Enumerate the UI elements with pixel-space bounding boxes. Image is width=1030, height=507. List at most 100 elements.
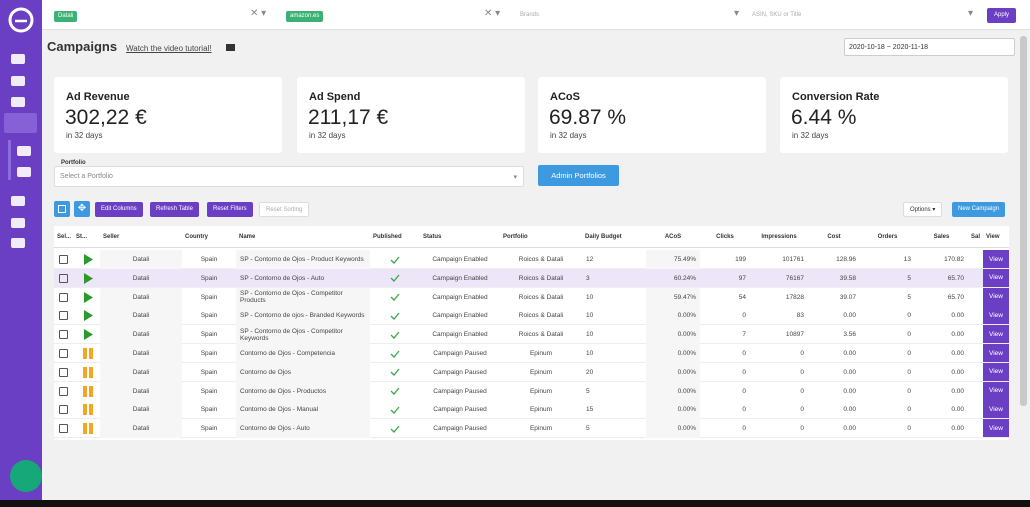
play-icon[interactable] bbox=[83, 288, 95, 307]
view-button[interactable]: View bbox=[983, 344, 1009, 362]
row-checkbox[interactable] bbox=[59, 363, 69, 382]
column-header[interactable]: Country bbox=[185, 233, 208, 240]
pause-icon[interactable] bbox=[83, 382, 95, 401]
column-header[interactable]: Orders bbox=[877, 233, 898, 240]
status-cell: Campaign Enabled bbox=[432, 274, 488, 282]
column-header[interactable]: Status bbox=[423, 233, 442, 240]
portfolio-select[interactable]: Select a Portfolio ▾ bbox=[54, 166, 524, 187]
column-header[interactable]: Clicks bbox=[716, 233, 734, 240]
table-row[interactable]: Datali Spain Contorno de Ojos - Productos C… bbox=[54, 381, 1009, 401]
clear-icon[interactable]: ✕ ▾ bbox=[250, 8, 267, 19]
table-row[interactable]: Datali Spain Contorno de Ojos Campaign Paus… bbox=[54, 362, 1009, 382]
view-button[interactable]: View bbox=[983, 306, 1009, 325]
table-row[interactable]: Datali Spain Contorno de Ojos - Auto Campai… bbox=[54, 419, 1009, 439]
country-cell: Spain bbox=[200, 425, 218, 433]
table-row[interactable]: Datali Spain SP - Contorno de Ojos - Auto C… bbox=[54, 268, 1009, 288]
date-range[interactable]: 2020-10-18 ~ 2020-11-18 bbox=[844, 38, 1015, 56]
cost-cell: 0.00 bbox=[843, 387, 856, 395]
table-row[interactable]: Datali Spain Contorno de Ojos - Competenci… bbox=[54, 344, 1009, 363]
column-header[interactable]: Impressions bbox=[761, 233, 797, 240]
pause-icon[interactable] bbox=[83, 400, 95, 419]
column-header[interactable]: Sales bbox=[933, 233, 950, 240]
row-checkbox[interactable] bbox=[59, 325, 69, 344]
nav-settings[interactable] bbox=[11, 196, 25, 206]
filter-chip[interactable]: amazon.es bbox=[286, 11, 324, 22]
scrollbar[interactable] bbox=[1020, 36, 1027, 406]
admin-portfolios-button[interactable]: Admin Portfolios bbox=[538, 165, 619, 186]
nav-amazon[interactable] bbox=[11, 97, 25, 107]
reset-sorting-button[interactable]: Reset Sorting bbox=[259, 202, 310, 217]
chat-button[interactable] bbox=[10, 460, 42, 492]
play-icon[interactable] bbox=[83, 325, 95, 344]
orders-cell: 0 bbox=[907, 425, 911, 433]
tutorial-link[interactable]: Watch the video tutorial! bbox=[126, 44, 212, 53]
column-header[interactable]: Published bbox=[373, 233, 402, 240]
apply-button[interactable]: Apply bbox=[987, 8, 1016, 23]
filter-bar: Datali ✕ ▾ amazon.es ✕ ▾ Brands ▾ ASIN, … bbox=[42, 0, 1030, 30]
nav-logout[interactable] bbox=[11, 238, 25, 248]
dropdown-icon[interactable]: ▾ bbox=[968, 8, 974, 19]
play-icon[interactable] bbox=[83, 250, 95, 269]
refresh-table-button[interactable]: Refresh Table bbox=[150, 202, 199, 217]
table-row[interactable]: Datali Spain SP - Contorno de ojos - Brand… bbox=[54, 306, 1009, 326]
view-button[interactable]: View bbox=[983, 287, 1009, 306]
column-header[interactable]: Daily Budget bbox=[585, 233, 622, 240]
search-input[interactable]: ASIN, SKU or Title bbox=[752, 12, 802, 18]
table-row[interactable]: Datali Spain Contorno de Ojos - Manual Camp… bbox=[54, 400, 1009, 420]
brands-select[interactable]: Brands bbox=[520, 12, 540, 18]
row-checkbox[interactable] bbox=[59, 250, 69, 269]
view-button[interactable]: View bbox=[983, 325, 1009, 344]
view-button[interactable]: View bbox=[983, 381, 1009, 400]
view-button[interactable]: View bbox=[983, 419, 1009, 438]
row-checkbox[interactable] bbox=[59, 419, 69, 438]
new-campaign-button[interactable]: New Campaign bbox=[952, 202, 1006, 217]
impressions-cell: 17828 bbox=[785, 293, 804, 301]
view-toggle[interactable] bbox=[54, 201, 70, 217]
column-header[interactable]: Sal bbox=[971, 233, 981, 240]
column-header[interactable]: St... bbox=[76, 233, 88, 240]
table-row[interactable]: Datali Spain SP - Contorno de Ojos - Compe… bbox=[54, 325, 1009, 345]
column-header[interactable]: Portfolio bbox=[503, 233, 528, 240]
column-header[interactable]: Sel... bbox=[57, 233, 72, 240]
nav-products[interactable] bbox=[11, 76, 25, 86]
cost-cell: 0.00 bbox=[843, 425, 856, 433]
row-checkbox[interactable] bbox=[59, 344, 69, 363]
row-checkbox[interactable] bbox=[59, 382, 69, 401]
column-header[interactable]: View bbox=[986, 233, 1000, 240]
play-icon[interactable] bbox=[83, 269, 95, 288]
options-button[interactable]: Options ▾ bbox=[903, 202, 943, 217]
row-checkbox[interactable] bbox=[59, 269, 69, 288]
table-row[interactable]: Datali Spain SP - Contorno de Ojos - Produ… bbox=[54, 250, 1009, 269]
play-icon[interactable] bbox=[83, 306, 95, 325]
nav-likes[interactable] bbox=[17, 167, 31, 177]
view-button[interactable]: View bbox=[983, 250, 1009, 268]
column-header[interactable]: ACoS bbox=[664, 233, 682, 240]
edit-columns-button[interactable]: Edit Columns bbox=[95, 202, 143, 217]
pause-icon[interactable] bbox=[83, 419, 95, 438]
nav-campaigns[interactable] bbox=[17, 146, 31, 156]
status-cell: Campaign Paused bbox=[433, 368, 487, 376]
table-row[interactable]: Datali Spain SP - Contorno de Ojos - Compe… bbox=[54, 287, 1009, 307]
pause-icon[interactable] bbox=[83, 363, 95, 382]
pause-icon[interactable] bbox=[83, 344, 95, 363]
clicks-cell: 0 bbox=[742, 425, 746, 433]
nav-ads-active[interactable] bbox=[4, 113, 37, 133]
column-header[interactable]: Seller bbox=[103, 233, 120, 240]
view-button[interactable]: View bbox=[983, 400, 1009, 419]
clear-icon[interactable]: ✕ ▾ bbox=[484, 8, 501, 19]
move-toggle[interactable]: ✥ bbox=[74, 201, 90, 217]
row-checkbox[interactable] bbox=[59, 400, 69, 419]
clicks-cell: 199 bbox=[735, 256, 746, 263]
nav-global[interactable] bbox=[11, 218, 25, 228]
column-header[interactable]: Cost bbox=[827, 233, 841, 240]
view-button[interactable]: View bbox=[983, 362, 1009, 381]
row-checkbox[interactable] bbox=[59, 288, 69, 307]
filter-chip[interactable]: Datali bbox=[54, 11, 78, 22]
reset-filters-button[interactable]: Reset Filters bbox=[207, 202, 253, 217]
view-button[interactable]: View bbox=[983, 268, 1009, 287]
column-header[interactable]: Name bbox=[239, 233, 256, 240]
nav-dashboard[interactable] bbox=[11, 54, 25, 64]
name-cell: Contorno de Ojos - Manual bbox=[236, 400, 370, 420]
dropdown-icon[interactable]: ▾ bbox=[734, 8, 740, 19]
row-checkbox[interactable] bbox=[59, 306, 69, 325]
